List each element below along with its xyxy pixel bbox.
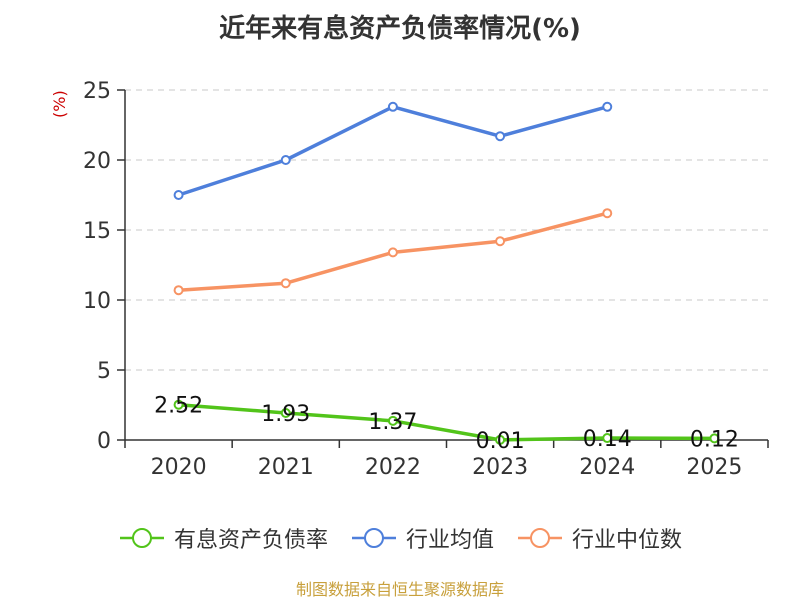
data-point — [602, 433, 613, 444]
chart-title: 近年来有息资产负债率情况(%) — [219, 14, 581, 44]
data-point — [495, 236, 506, 247]
data-point — [495, 131, 506, 142]
data-point — [280, 278, 291, 289]
data-label: 2.52 — [154, 394, 203, 419]
data-point — [387, 101, 398, 112]
data-label: 0.14 — [583, 427, 632, 452]
legend: 有息资产负债率 行业均值 行业中位数 — [0, 518, 800, 558]
legend-marker-icon — [518, 528, 562, 548]
data-point — [280, 155, 291, 165]
data-point — [387, 247, 398, 258]
legend-marker-icon — [351, 528, 396, 548]
x-tick-label: 2021 — [258, 455, 314, 480]
x-tick-label: 2023 — [472, 455, 528, 480]
data-source-note: 制图数据来自恒生聚源数据库 — [295, 580, 504, 599]
data-label: 0.01 — [476, 429, 525, 454]
y-tick-label: 5 — [97, 359, 111, 384]
y-tick-label: 10 — [83, 289, 111, 314]
x-tick-label: 2022 — [365, 455, 421, 480]
data-label: 1.37 — [368, 410, 417, 435]
x-tick-label: 2024 — [579, 455, 635, 480]
legend-label: 行业中位数 — [572, 528, 683, 553]
legend-item-debt-ratio[interactable]: 有息资产负债率 — [118, 522, 328, 554]
data-point — [387, 415, 398, 426]
data-point — [709, 433, 720, 444]
y-tick-label: 15 — [83, 219, 111, 244]
data-point — [602, 101, 613, 112]
legend-label: 有息资产负债率 — [173, 528, 328, 553]
data-point — [280, 407, 291, 418]
data-point — [602, 208, 613, 219]
x-tick-label: 2020 — [151, 455, 207, 480]
legend-marker-icon — [119, 528, 164, 548]
series-line — [178, 402, 715, 442]
data-point — [173, 285, 184, 296]
legend-item-industry-median[interactable]: 行业中位数 — [516, 522, 682, 554]
series-line — [178, 105, 608, 197]
y-tick-label: 25 — [83, 79, 111, 104]
data-point — [173, 190, 184, 200]
y-tick-label: 0 — [97, 429, 111, 454]
data-label: 1.93 — [261, 402, 310, 427]
legend-label: 行业均值 — [405, 528, 494, 553]
legend-item-industry-mean[interactable]: 行业均值 — [350, 522, 494, 554]
data-point — [495, 434, 506, 445]
y-tick-label: 20 — [83, 149, 111, 174]
data-label: 0.12 — [690, 427, 739, 452]
data-point — [173, 399, 184, 410]
x-tick-label: 2025 — [686, 455, 742, 480]
